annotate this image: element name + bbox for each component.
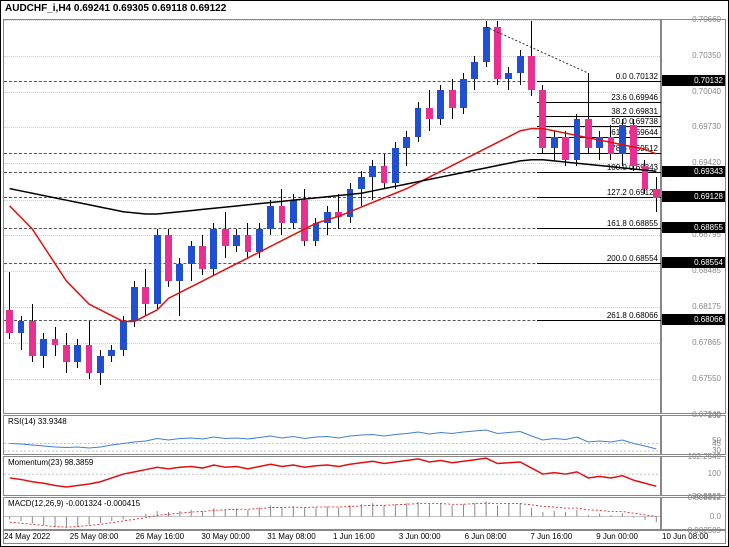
macd-panel[interactable]: MACD(12,26,9) -0.001324 -0.000415 — [3, 497, 661, 530]
time-tick: 30 May 00:00 — [201, 532, 249, 541]
momentum-tick: 100 — [708, 469, 721, 478]
macd-tick: 0.0 — [710, 512, 721, 521]
chart-title: AUDCHF_i,H4 0.69241 0.69305 0.69118 0.69… — [5, 3, 226, 14]
rsi-axis: 304550100 — [661, 415, 726, 455]
momentum-axis: 96.9903100102.2549 — [661, 456, 726, 496]
time-tick: 10 Jun 08:00 — [662, 532, 708, 541]
rsi-tick: 100 — [708, 411, 721, 420]
price-tick: 0.68175 — [692, 302, 721, 311]
macd-tick: 0.003312 — [688, 493, 721, 502]
momentum-panel[interactable]: Momentum(23) 98.3859 — [3, 456, 661, 496]
time-tick: 7 Jun 16:00 — [530, 532, 572, 541]
price-tick: 0.67865 — [692, 338, 721, 347]
time-tick: 1 Jun 16:00 — [333, 532, 375, 541]
rsi-panel[interactable]: RSI(14) 33.9348 — [3, 415, 661, 455]
trading-chart-container: AUDCHF_i,H4 0.69241 0.69305 0.69118 0.69… — [0, 0, 729, 547]
rsi-tick: 50 — [712, 436, 721, 445]
price-tick: 0.67550 — [692, 374, 721, 383]
price-marker: 0.68554 — [662, 257, 725, 268]
price-tick: 0.70660 — [692, 15, 721, 24]
price-marker: 0.69343 — [662, 166, 725, 177]
main-price-chart[interactable]: 0.0 0.7013223.6 0.6994638.2 0.6983150.0 … — [3, 19, 661, 414]
price-tick: 0.69730 — [692, 122, 721, 131]
price-tick: 0.70040 — [692, 87, 721, 96]
time-tick: 31 May 08:00 — [267, 532, 315, 541]
price-marker: 0.70132 — [662, 75, 725, 86]
time-tick: 9 Jun 00:00 — [596, 532, 638, 541]
price-marker: 0.68066 — [662, 314, 725, 325]
time-axis: 24 May 2022 25 May 08:00 26 May 16:00 30 Ma… — [3, 530, 726, 544]
price-tick: 0.70350 — [692, 51, 721, 60]
momentum-tick: 102.2549 — [688, 452, 721, 461]
time-tick: 24 May 2022 — [4, 532, 50, 541]
time-tick: 6 Jun 08:00 — [465, 532, 507, 541]
price-marker: 0.69128 — [662, 191, 725, 202]
price-marker: 0.68855 — [662, 222, 725, 233]
price-axis: 0.672400.675500.678650.681750.684850.687… — [661, 19, 726, 414]
time-tick: 25 May 08:00 — [70, 532, 118, 541]
time-tick: 3 Jun 00:00 — [399, 532, 441, 541]
time-tick: 26 May 16:00 — [136, 532, 184, 541]
macd-axis: -0.0025890.00.003312 — [661, 497, 726, 530]
